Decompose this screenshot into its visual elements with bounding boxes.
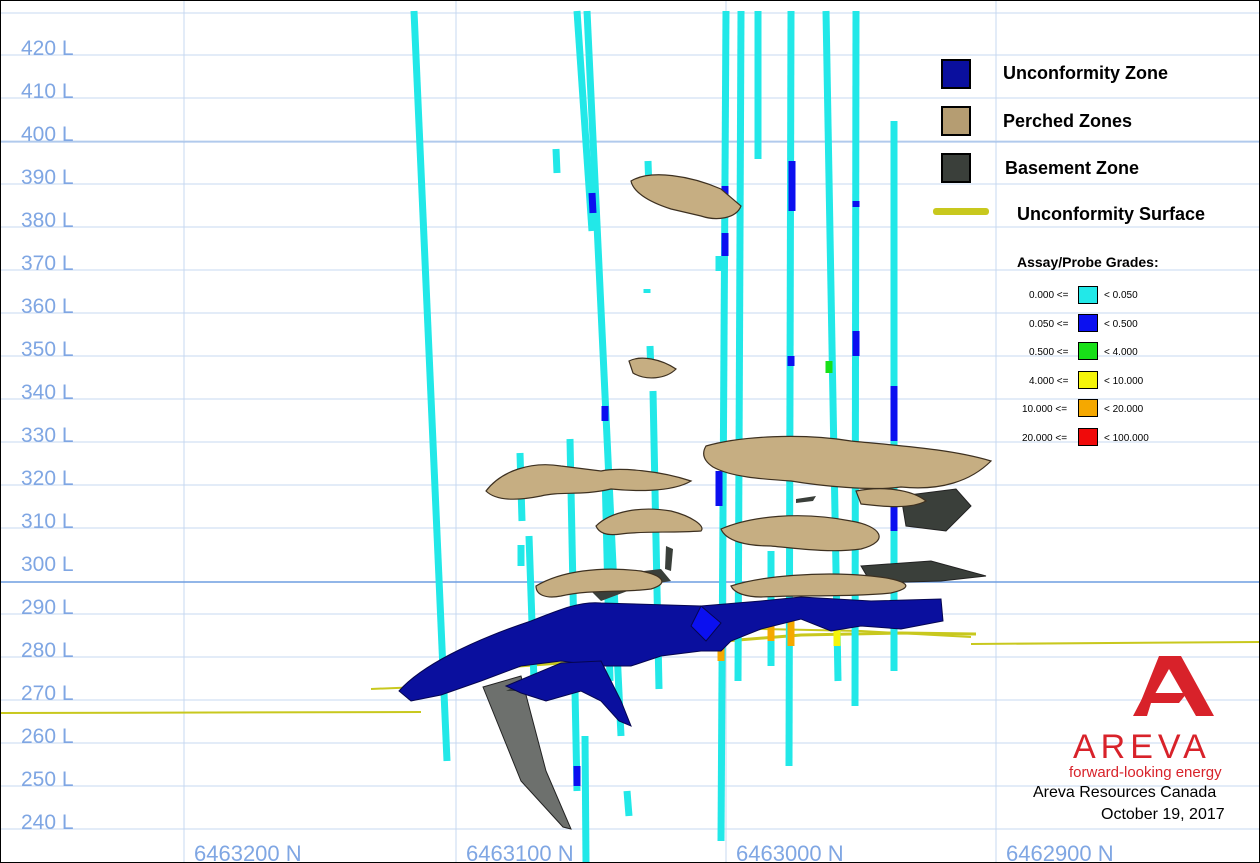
grade-high: < 100.000 [1104,433,1149,444]
northing-label: 6463200 N [194,841,302,863]
level-label: 370 L [21,252,74,275]
level-label: 410 L [21,80,74,103]
level-label: 290 L [21,596,74,619]
level-label: 360 L [21,295,74,318]
grade-swatch [1078,371,1098,389]
grade-low: 0.000 <= [1029,290,1069,301]
legend-swatch-perched-zones [941,106,971,136]
grade-low: 20.000 <= [1022,433,1068,444]
northing-label: 6463100 N [466,841,574,863]
level-label: 350 L [21,338,74,361]
legend-label: Unconformity Surface [1017,204,1206,224]
level-label: 260 L [21,725,74,748]
grade-swatch [1078,399,1098,417]
logo-tagline: forward-looking energy [1069,764,1222,781]
level-label: 240 L [21,811,74,834]
level-label: 270 L [21,682,74,705]
logo-wordmark: AREVA [1073,728,1211,766]
grade-low: 10.000 <= [1022,404,1068,415]
legend-swatch-basement-zone [941,153,971,183]
grade-swatch [1078,342,1098,360]
perched-zones [485,174,993,598]
level-label: 380 L [21,209,74,232]
grade-swatch [1078,286,1098,304]
level-label: 390 L [21,166,74,189]
unconformity-zone [398,596,944,727]
legend-swatch-unconformity-zone [941,59,971,89]
grade-high: < 20.000 [1104,404,1144,415]
northing-label: 6463000 N [736,841,844,863]
grades-title: Assay/Probe Grades: [1017,254,1159,270]
grade-swatch [1078,314,1098,332]
grade-high: < 4.000 [1104,347,1138,358]
legend-line-unconformity-surface [933,208,989,215]
grade-low: 4.000 <= [1029,376,1069,387]
date-label: October 19, 2017 [1101,806,1225,823]
grade-high: < 10.000 [1104,376,1144,387]
level-label: 300 L [21,553,74,576]
level-label: 280 L [21,639,74,662]
legend-label: Basement Zone [1005,158,1140,178]
grade-high: < 0.050 [1104,290,1138,301]
level-label: 420 L [21,37,74,60]
company-name: Areva Resources Canada [1033,784,1217,801]
grade-high: < 0.500 [1104,319,1138,330]
level-label: 330 L [21,424,74,447]
level-label: 340 L [21,381,74,404]
legend-label: Unconformity Zone [1003,63,1168,83]
level-label: 310 L [21,510,74,533]
level-label: 400 L [21,123,74,146]
grade-swatch [1078,428,1098,446]
level-label: 250 L [21,768,74,791]
grade-low: 0.050 <= [1029,319,1069,330]
grade-low: 0.500 <= [1029,347,1069,358]
drill-holes [410,10,898,862]
legend-label: Perched Zones [1003,111,1133,131]
northing-label: 6462900 N [1006,841,1114,863]
level-label: 320 L [21,467,74,490]
